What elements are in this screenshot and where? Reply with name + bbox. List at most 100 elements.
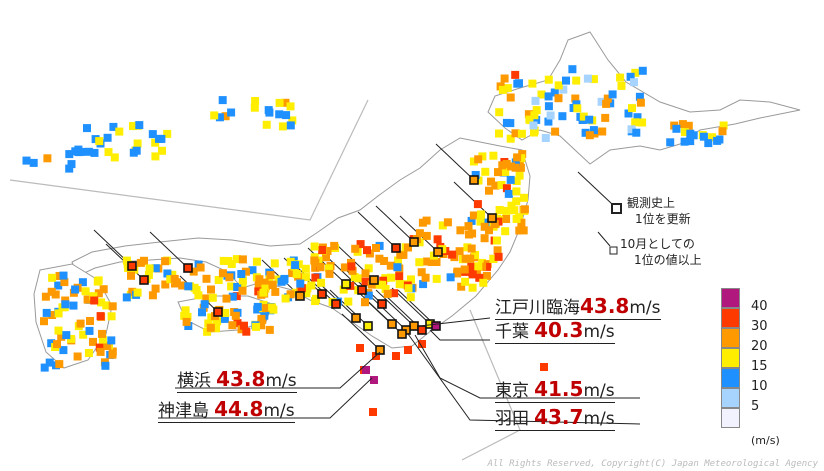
station-marker	[495, 108, 504, 117]
station-marker	[331, 299, 341, 309]
station-marker	[228, 321, 237, 330]
callout-underline	[495, 343, 615, 344]
station-marker	[524, 110, 533, 119]
station-marker	[517, 218, 526, 227]
station-marker	[22, 156, 31, 165]
station-marker	[476, 217, 485, 226]
callout-unit: m/s	[583, 381, 615, 401]
station-marker	[432, 274, 441, 283]
callout-tokyo: 東京 41.5m/s	[495, 379, 615, 403]
station-marker	[95, 343, 104, 352]
station-marker	[218, 269, 227, 278]
station-marker	[375, 345, 385, 355]
station-marker	[224, 257, 233, 265]
station-marker	[394, 256, 403, 265]
station-marker	[636, 98, 645, 107]
station-marker	[473, 200, 482, 209]
callout-edogawa: 江戸川臨海43.8m/s	[495, 296, 661, 320]
station-marker	[603, 94, 612, 103]
legend-swatch-15	[721, 348, 740, 368]
station-marker	[468, 283, 477, 292]
station-marker	[259, 288, 268, 297]
station-marker	[207, 285, 215, 294]
station-marker	[144, 271, 153, 279]
station-marker	[311, 273, 320, 282]
station-marker	[500, 74, 509, 83]
station-marker	[492, 236, 501, 245]
station-marker	[148, 130, 157, 139]
station-marker	[361, 277, 370, 286]
station-marker	[708, 133, 717, 142]
station-marker	[95, 137, 104, 146]
station-marker	[490, 220, 499, 229]
legend-swatch-40	[721, 288, 740, 308]
station-marker	[571, 94, 580, 103]
station-marker	[181, 306, 190, 315]
station-marker	[140, 256, 148, 265]
station-marker	[102, 301, 111, 310]
station-marker	[348, 266, 357, 275]
station-marker	[257, 314, 266, 323]
station-marker	[684, 121, 693, 130]
station-marker	[379, 276, 388, 285]
station-marker	[409, 321, 419, 331]
wind-direction-line	[453, 181, 493, 219]
station-marker	[42, 308, 51, 317]
station-marker	[474, 155, 483, 164]
station-marker	[433, 235, 442, 244]
station-marker	[213, 317, 222, 326]
callout-unit: m/s	[629, 298, 661, 318]
station-marker	[630, 78, 638, 87]
station-marker	[107, 336, 116, 345]
station-marker	[45, 358, 54, 367]
station-marker	[238, 255, 247, 264]
station-marker	[89, 337, 97, 346]
station-marker	[483, 262, 491, 271]
legend-unit: (m/s)	[751, 434, 780, 447]
station-marker	[635, 92, 644, 101]
station-marker	[214, 276, 223, 284]
station-marker	[487, 213, 497, 223]
station-marker	[512, 215, 521, 223]
station-marker	[507, 201, 516, 210]
station-marker	[503, 84, 512, 93]
station-marker	[719, 121, 728, 130]
station-marker	[215, 113, 224, 122]
station-marker	[511, 163, 520, 172]
station-marker	[422, 231, 431, 240]
station-marker	[238, 286, 247, 295]
station-marker	[151, 264, 160, 273]
station-marker	[47, 287, 56, 296]
station-marker	[268, 303, 277, 312]
station-marker	[467, 262, 476, 271]
station-marker	[617, 81, 626, 90]
station-marker	[392, 352, 400, 360]
station-marker	[76, 319, 85, 328]
station-marker	[546, 111, 555, 120]
station-marker	[529, 121, 538, 130]
station-marker	[240, 321, 248, 330]
station-marker	[550, 88, 559, 97]
station-marker	[221, 309, 230, 317]
station-marker	[469, 157, 478, 166]
station-marker	[262, 304, 271, 312]
station-marker	[54, 281, 63, 290]
station-marker	[678, 120, 687, 129]
callout-unit: m/s	[263, 401, 295, 421]
station-marker	[606, 99, 615, 108]
callout-value: 43.8	[216, 367, 266, 391]
legend-swatch-0	[721, 408, 740, 428]
station-marker	[686, 129, 695, 138]
station-marker	[316, 263, 325, 272]
station-marker	[627, 125, 636, 134]
station-marker	[96, 312, 105, 321]
station-marker	[233, 319, 242, 328]
station-marker	[213, 307, 223, 317]
station-marker	[433, 247, 443, 257]
station-marker	[54, 309, 63, 318]
station-marker	[446, 273, 455, 282]
callout-unit: m/s	[583, 409, 615, 429]
station-marker	[317, 289, 327, 299]
station-marker	[161, 280, 170, 289]
station-marker	[475, 273, 484, 282]
